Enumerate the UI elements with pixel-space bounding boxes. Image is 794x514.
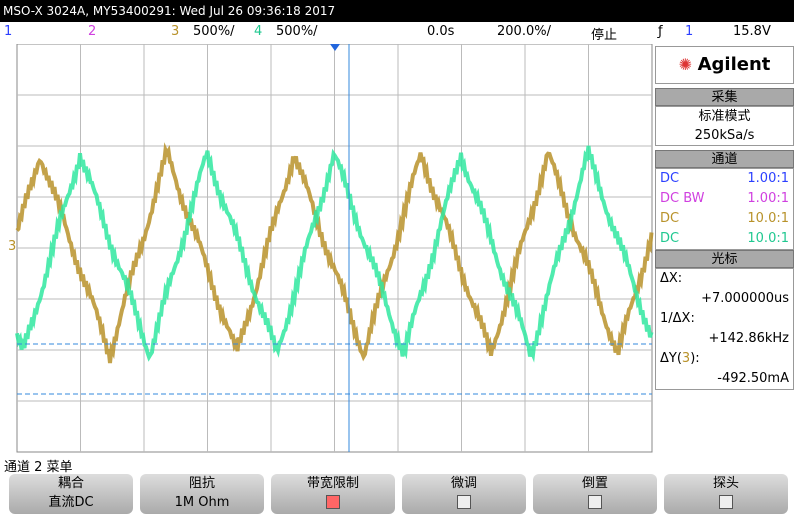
coupling: DC [660,211,680,226]
ch3-scale: 500%/ [193,24,235,39]
dy-value: -492.50mA [717,371,789,386]
dy-label-row: ΔY(3): [660,349,789,369]
softkey[interactable]: 探头 [664,474,788,514]
ratio: 10.0:1 [747,211,789,226]
waveform [15,142,654,364]
dx-label: ΔX: [660,271,683,286]
sidebar: ✺ Agilent 采集 标准模式 250kSa/s 通道 DC 1.00:1 DC … [655,46,794,452]
softkey-value: 1M Ohm [174,495,230,510]
acq-mode: 标准模式 [698,109,751,124]
dx-value: +7.000000us [701,291,789,306]
time-offset: 0.0s [427,24,455,39]
trigger-channel: 1 [685,24,694,39]
softkey[interactable]: 耦合直流DC [9,474,133,514]
softkey[interactable]: 倒置 [533,474,657,514]
softkey-label: 阻抗 [188,476,215,491]
trigger-level: 15.8V [733,24,771,39]
cursors-header: 光标 [655,250,794,268]
softkey-box [719,495,733,509]
inv-label: 1/ΔX: [660,311,695,326]
softkey-label: 耦合 [57,476,84,491]
title-bar: MSO-X 3024A, MY53400291: Wed Jul 26 09:3… [0,0,794,22]
acq-rate: 250kSa/s [694,128,755,143]
channel-row: DC BW 1.00:1 [656,189,793,209]
inv-value: +142.86kHz [708,331,789,346]
ch3[interactable]: 3 [171,24,180,39]
channel-row: DC 1.00:1 [656,169,793,189]
coupling: DC [660,171,680,186]
softkey-label: 微调 [450,476,477,491]
cursors-box: ΔX: +7.000000us 1/ΔX: +142.86kHz ΔY(3): … [655,268,794,390]
run-state: 停止 [591,28,618,43]
channels-header: 通道 [655,150,794,168]
softkey-box [326,495,340,509]
channels-box: DC 1.00:1 DC BW 1.00:1 DC 10.0:1 DC 10.0:1 [655,168,794,250]
channel-row: DC 10.0:1 [656,229,793,249]
coupling: DC BW [660,191,705,206]
brand: ✺ Agilent [655,46,794,84]
acquire-box: 标准模式 250kSa/s [655,106,794,146]
dy-close: ): [690,351,700,366]
softkey-box [457,495,471,509]
ratio: 1.00:1 [747,171,789,186]
ch1[interactable]: 1 [4,24,13,39]
dy-channel: 3 [681,351,691,366]
graticule [17,44,652,452]
menu-title: 通道 2 菜单 [4,460,73,475]
softkey-box [588,495,602,509]
timebase: 200.0%/ [497,24,551,39]
channel-row: DC 10.0:1 [656,209,793,229]
softkey-label: 探头 [712,476,739,491]
ch4-scale: 500%/ [276,24,318,39]
dy-label: ΔY( [660,351,682,366]
trigger-icon: ƒ [658,24,663,39]
softkey-value: 直流DC [48,495,94,510]
acquire-header: 采集 [655,88,794,106]
channel-marker: 3 [8,239,16,254]
softkey[interactable]: 微调 [402,474,526,514]
waveforms [15,142,654,364]
ratio: 10.0:1 [747,231,789,246]
softkey[interactable]: 阻抗 1M Ohm [140,474,264,514]
trigger-marker [330,44,340,51]
ch2[interactable]: 2 [88,24,97,39]
waveform [15,145,654,363]
softkey-label: 带宽限制 [306,476,359,491]
brand-text: Agilent [697,54,771,75]
coupling: DC [660,231,680,246]
softkey[interactable]: 带宽限制 [271,474,395,514]
ch4[interactable]: 4 [254,24,263,39]
ratio: 1.00:1 [747,191,789,206]
softkey-label: 倒置 [581,476,608,491]
scope-screen: 3 [8,44,654,453]
